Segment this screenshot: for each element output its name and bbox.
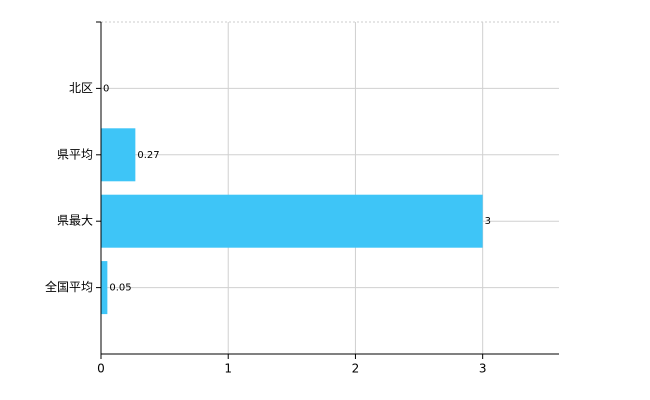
x-tick-label: 1 xyxy=(224,362,232,376)
bar xyxy=(101,128,136,182)
y-tick-label: 県平均 xyxy=(57,147,93,161)
value-label: 0.05 xyxy=(109,283,131,294)
bar xyxy=(101,194,483,248)
value-label: 0 xyxy=(103,83,109,94)
y-tick-label: 県最大 xyxy=(57,214,93,228)
bar xyxy=(101,261,108,315)
value-label: 0.27 xyxy=(137,150,159,161)
value-label: 3 xyxy=(485,216,491,227)
x-tick-label: 0 xyxy=(97,362,105,376)
y-tick-label: 北区 xyxy=(69,81,93,95)
x-tick-label: 3 xyxy=(479,362,487,376)
y-tick-label: 全国平均 xyxy=(45,279,93,294)
x-tick-label: 2 xyxy=(352,362,360,376)
